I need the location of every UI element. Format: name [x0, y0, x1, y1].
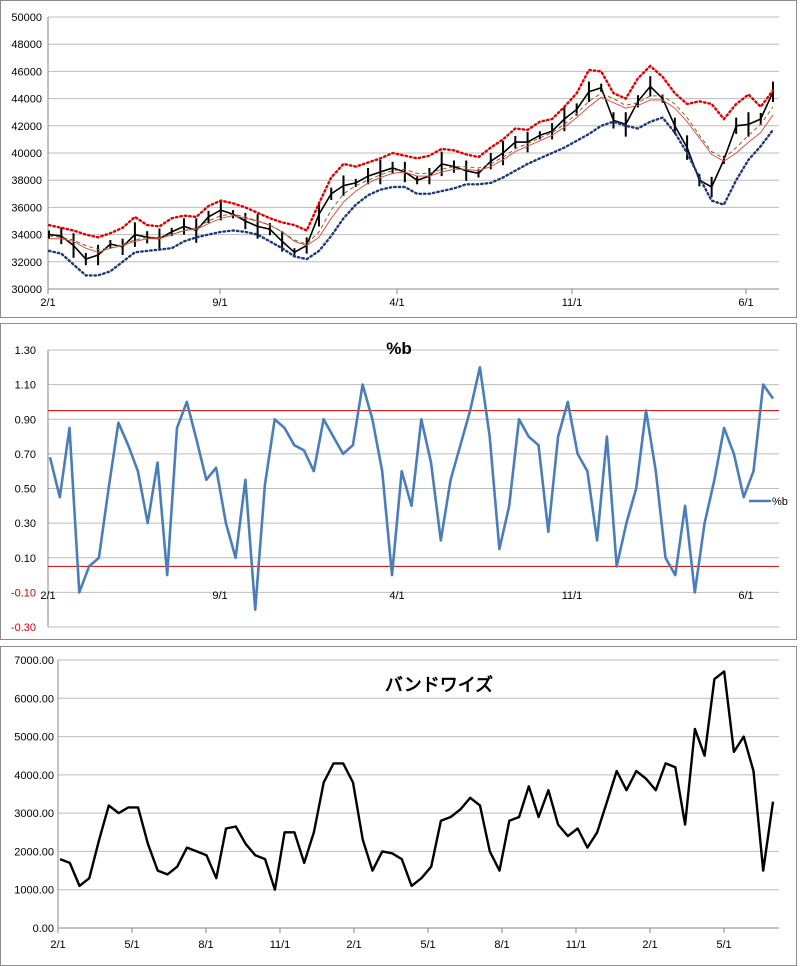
- percent-b-chart: 1.30 1.10 0.90 0.70 0.50 0.30 0.10 -0.10 -0.30 2/…: [11, 339, 788, 634]
- x-tick-label: 5/1: [716, 939, 731, 951]
- ma_dash-series-line: [48, 92, 774, 251]
- x-tick-label: 2/1: [40, 590, 55, 602]
- mid-series-line: [49, 96, 774, 253]
- x-tick-label: 11/1: [562, 590, 583, 602]
- percent-b-chart-panel: 1.30 1.10 0.90 0.70 0.50 0.30 0.10 -0.10 -0.30 2/…: [0, 323, 797, 640]
- x-tick-label: 11/1: [566, 939, 587, 951]
- y-tick-label: 4000.00: [14, 770, 54, 782]
- y-tick-label: 48000: [11, 39, 42, 51]
- legend-label: %b: [772, 496, 788, 508]
- y-tick-label: 7000.00: [14, 655, 54, 667]
- x-tick-label: 11/1: [270, 939, 291, 951]
- x-tick-label: 8/1: [198, 939, 213, 951]
- x-tick-label: 4/1: [389, 590, 404, 602]
- y-tick-label: -0.30: [11, 622, 36, 634]
- y-tick-label: 36000: [11, 202, 42, 214]
- y-tick-label: 50000: [11, 12, 42, 24]
- x-tick-label: 11/1: [562, 297, 583, 309]
- x-tick-label: 9/1: [212, 297, 227, 309]
- chart-title: %b: [386, 339, 412, 358]
- price-series-line: [48, 85, 774, 261]
- y-tick-label: 30000: [11, 284, 42, 296]
- bandwidth-series-line: [59, 670, 775, 891]
- y-tick-label: 5000.00: [14, 732, 54, 744]
- x-tick-label: 2/1: [50, 939, 65, 951]
- y-tick-label: 3000.00: [14, 808, 54, 820]
- y-tick-label: 1.30: [15, 345, 36, 357]
- y-tick-label: 0.00: [33, 923, 54, 935]
- x-tick-label: 2/1: [642, 939, 657, 951]
- y-tick-label: 0.10: [15, 553, 36, 565]
- y-tick-label: 1.10: [15, 380, 36, 392]
- y-tick-label: 2000.00: [14, 846, 54, 858]
- bandwidth-chart: 7000.00 6000.00 5000.00 4000.00 3000.00 2000.…: [14, 655, 779, 951]
- x-tick-label: 5/1: [124, 939, 139, 951]
- x-tick-label: 5/1: [420, 939, 435, 951]
- x-tick-label: 9/1: [212, 590, 227, 602]
- price-chart-panel: 50000 48000 46000 44000 42000 40000 38000 36000…: [0, 0, 797, 318]
- percent-b-series-line: [48, 366, 775, 611]
- x-tick-label: 2/1: [346, 939, 361, 951]
- x-tick-label: 4/1: [389, 297, 404, 309]
- y-tick-label: -0.10: [11, 587, 36, 599]
- y-tick-label: 1000.00: [14, 885, 54, 897]
- y-tick-label: 42000: [11, 121, 42, 133]
- y-tick-label: 44000: [11, 94, 42, 106]
- x-tick-label: 8/1: [494, 939, 509, 951]
- y-tick-label: 38000: [11, 175, 42, 187]
- upper-series-line: [47, 64, 775, 239]
- y-tick-label: 6000.00: [14, 693, 54, 705]
- x-tick-label: 6/1: [738, 297, 753, 309]
- lower-series-line: [47, 116, 775, 277]
- y-tick-label: 0.50: [15, 484, 36, 496]
- y-tick-label: 32000: [11, 257, 42, 269]
- x-tick-label: 6/1: [738, 590, 753, 602]
- y-tick-label: 0.30: [15, 518, 36, 530]
- y-tick-label: 40000: [11, 148, 42, 160]
- price-chart: 50000 48000 46000 44000 42000 40000 38000 36000…: [11, 12, 779, 309]
- y-tick-label: 46000: [11, 66, 42, 78]
- x-tick-label: 2/1: [40, 297, 55, 309]
- y-tick-label: 0.70: [15, 449, 36, 461]
- y-tick-label: 0.90: [15, 414, 36, 426]
- y-tick-label: 34000: [11, 230, 42, 242]
- chart-title: バンドワイズ: [385, 674, 493, 695]
- bandwidth-chart-panel: 7000.00 6000.00 5000.00 4000.00 3000.00 2000.…: [0, 646, 797, 966]
